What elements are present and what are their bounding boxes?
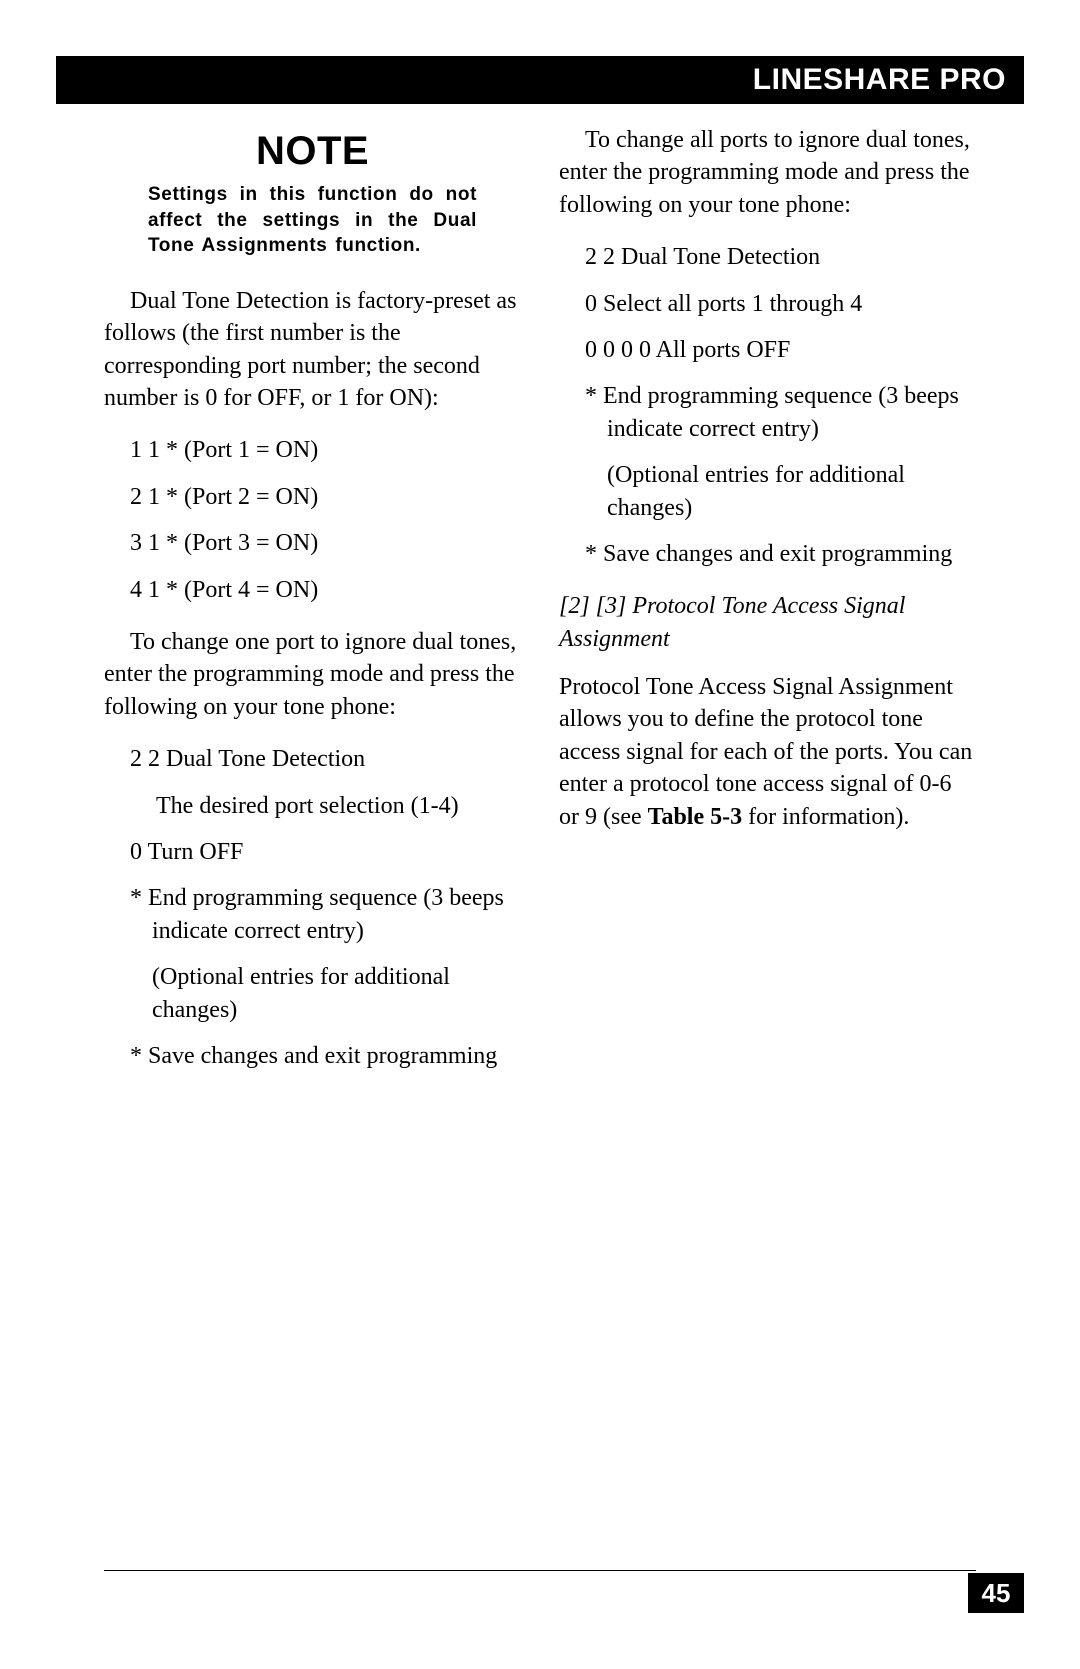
paragraph: Protocol Tone Access Signal Assignment a… (559, 671, 976, 833)
list-item: The desired port selection (1-4) (156, 790, 521, 822)
list-item: 3 1 * (Port 3 = ON) (130, 527, 521, 559)
footer-rule (104, 1570, 976, 1571)
paragraph: To change one port to ignore dual tones,… (104, 626, 521, 723)
sequence-list: 2 2 Dual Tone Detection 0 Select all por… (559, 241, 976, 570)
text-run: for information). (742, 804, 909, 830)
page-body: NOTE Settings in this function do not af… (104, 124, 976, 1092)
list-item: (Optional entries for additional changes… (152, 961, 521, 1026)
section-heading: [2] [3] Protocol Tone Access Signal Assi… (559, 590, 976, 655)
list-item: * Save changes and exit programming (607, 538, 976, 570)
list-item: 4 1 * (Port 4 = ON) (130, 574, 521, 606)
left-column: NOTE Settings in this function do not af… (104, 124, 521, 1092)
list-item: 0 0 0 0 All ports OFF (585, 334, 976, 366)
paragraph: To change all ports to ignore dual tones… (559, 124, 976, 221)
list-item: 0 Turn OFF (130, 836, 521, 868)
paragraph: Dual Tone Detection is factory-preset as… (104, 285, 521, 415)
list-item: * End programming sequence (3 beeps indi… (607, 380, 976, 445)
header-bar: LINESHARE PRO (56, 56, 1024, 104)
list-item: * Save changes and exit programming (152, 1040, 521, 1072)
note-body: Settings in this function do not affect … (104, 182, 521, 259)
preset-list: 1 1 * (Port 1 = ON) 2 1 * (Port 2 = ON) … (104, 434, 521, 606)
list-item: * End programming sequence (3 beeps indi… (152, 882, 521, 947)
list-item: 0 Select all ports 1 through 4 (585, 288, 976, 320)
header-title: LINESHARE PRO (753, 63, 1006, 97)
note-heading: NOTE (104, 124, 521, 178)
right-column: To change all ports to ignore dual tones… (559, 124, 976, 1092)
list-item: 1 1 * (Port 1 = ON) (130, 434, 521, 466)
list-item: 2 1 * (Port 2 = ON) (130, 481, 521, 513)
list-item: 2 2 Dual Tone Detection (585, 241, 976, 273)
table-reference: Table 5-3 (648, 804, 742, 830)
page-number: 45 (982, 1578, 1011, 1609)
list-item: (Optional entries for additional changes… (607, 459, 976, 524)
list-item: 2 2 Dual Tone Detection (130, 743, 521, 775)
page-number-box: 45 (968, 1573, 1024, 1613)
sequence-list: 2 2 Dual Tone Detection The desired port… (104, 743, 521, 1072)
